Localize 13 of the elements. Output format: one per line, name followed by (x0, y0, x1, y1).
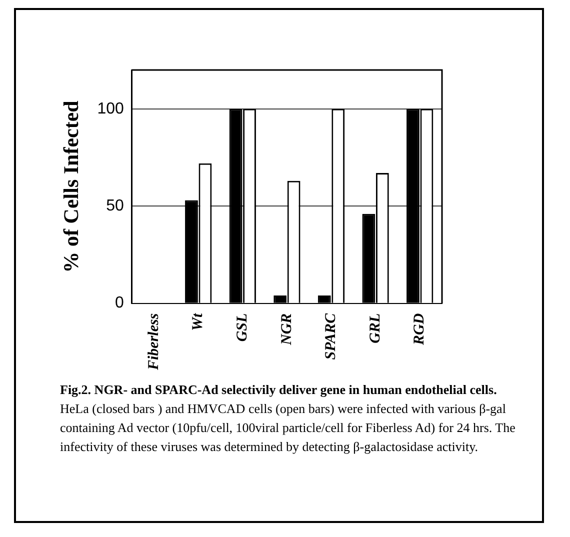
y-tick-label: 50 (106, 198, 124, 215)
x-tick-label: GSL (234, 313, 251, 342)
y-tick-label: 0 (114, 294, 124, 312)
y-axis-title: % of Cells Infected (59, 100, 84, 273)
caption: Fig.2. NGR- and SPARC-Ad selectivily deliver gene in human endothelial cells. (60, 381, 498, 399)
x-tick-label: NGR (278, 313, 295, 346)
x-tick-label: RGD (412, 313, 428, 346)
x-tick-label: Fiberless (146, 313, 162, 372)
text: HeLa (closed bars ) and HMVCAD cells (open bars) were infected with various β-gal containing Ad vector (10pfu/cell, 100viral particle/cell for Fiberless Ad) for 24 hrs. The infectivity of these viruses was determined by detecting β-galactosidase activity. (60, 400, 516, 456)
x-tick-label: GRL (367, 313, 384, 344)
y-tick-label: 100 (97, 100, 124, 118)
x-tick-label: SPARC (323, 312, 340, 360)
x-tick-label: Wt (190, 312, 206, 331)
